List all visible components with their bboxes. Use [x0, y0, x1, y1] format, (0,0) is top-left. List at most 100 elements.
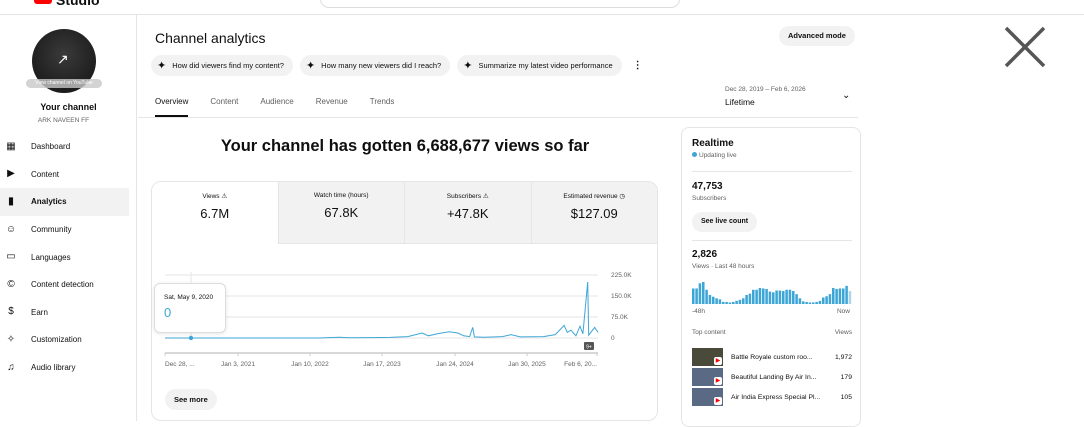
hourly-views-bar[interactable]: [758, 287, 762, 304]
hourly-views-bar[interactable]: [835, 288, 838, 304]
dollar-icon: $: [8, 306, 14, 318]
sidebar-item-community[interactable]: ☺ Community: [0, 216, 137, 244]
search-input[interactable]: [320, 0, 680, 8]
realtime-card: Realtime Updating live 47,753 Subscriber…: [681, 127, 861, 427]
hourly-views-bar[interactable]: [762, 288, 765, 304]
hourly-views-bar[interactable]: [812, 302, 815, 304]
date-range-selector[interactable]: Dec 28, 2019 – Feb 6, 2026 Lifetime: [725, 86, 806, 107]
more-vert-icon[interactable]: ⋮: [632, 60, 643, 71]
y-tick-label: 75.0K: [611, 314, 629, 321]
tab-audience[interactable]: Audience: [260, 97, 294, 106]
hourly-views-bar[interactable]: [692, 288, 695, 304]
hourly-views-bar[interactable]: [765, 288, 768, 304]
hourly-views-bar[interactable]: [822, 297, 825, 304]
hourly-views-bar[interactable]: [748, 293, 752, 304]
metric-tab-2[interactable]: Subscribers ⚠ +47.8K: [405, 182, 532, 244]
hourly-views-bar[interactable]: [842, 288, 845, 304]
chip-new-viewers[interactable]: ✦ How many new viewers did I reach?: [299, 55, 451, 76]
hourly-views-bar[interactable]: [738, 299, 742, 304]
x-tick-label: Jan 17, 2023: [363, 361, 401, 368]
metric-tab-1[interactable]: Watch time (hours) 67.8K: [278, 182, 405, 244]
hourly-views-bar[interactable]: [848, 291, 852, 304]
sidebar-item-label: Analytics: [31, 197, 67, 207]
top-content-item[interactable]: ▶ Air India Express Special Pl... 105: [692, 388, 852, 406]
chip-summarize[interactable]: ✦ Summarize my latest video performance: [457, 55, 622, 76]
tab-overview[interactable]: Overview: [155, 97, 189, 117]
metric-value: 6.7M: [200, 206, 230, 221]
hourly-views-bar[interactable]: [795, 294, 798, 304]
channel-avatar[interactable]: ↗ View channel on YouTube: [26, 29, 102, 93]
hourly-views-bar[interactable]: [718, 299, 722, 304]
sparkle-icon: ✦: [305, 60, 316, 72]
chip-label: How many new viewers did I reach?: [321, 61, 442, 70]
metric-label: Watch time (hours): [313, 192, 369, 199]
hourly-views-bar[interactable]: [825, 296, 828, 304]
tab-revenue[interactable]: Revenue: [315, 97, 348, 106]
hourly-views-bar[interactable]: [778, 290, 782, 304]
hourly-views-bar[interactable]: [702, 282, 705, 304]
hourly-views-bar[interactable]: [815, 301, 818, 304]
see-more-button[interactable]: See more: [165, 389, 217, 410]
hourly-views-bar[interactable]: [768, 291, 772, 304]
hourly-views-bar[interactable]: [742, 298, 745, 304]
hourly-views-bar[interactable]: [695, 288, 698, 304]
hourly-views-bar[interactable]: [785, 289, 788, 304]
hourly-views-bar[interactable]: [708, 294, 712, 304]
hourly-views-bar[interactable]: [798, 298, 802, 304]
hourly-views-bar[interactable]: [705, 289, 708, 304]
hourly-views-bar[interactable]: [732, 301, 735, 304]
close-icon[interactable]: [1002, 24, 1048, 70]
hourly-views-bar[interactable]: [845, 285, 848, 304]
hourly-views-bar[interactable]: [745, 294, 748, 304]
hourly-views-bar[interactable]: [792, 291, 795, 304]
sidebar-item-content[interactable]: ▶ Content: [0, 161, 137, 189]
hourly-views-bar[interactable]: [728, 302, 732, 304]
view-channel-overlay[interactable]: View channel on YouTube: [26, 79, 102, 88]
hourly-views-bar[interactable]: [805, 301, 808, 304]
sidebar-item-content-detection[interactable]: © Content detection: [0, 271, 137, 299]
hourly-views-bar[interactable]: [755, 289, 758, 304]
metric-tab-0[interactable]: Views ⚠ 6.7M: [152, 182, 279, 244]
sidebar-item-languages[interactable]: ▭ Languages: [0, 243, 137, 271]
hourly-views-bar[interactable]: [772, 292, 775, 304]
divider: [692, 171, 852, 172]
hourly-views-bar[interactable]: [712, 296, 715, 304]
hourly-views-bar[interactable]: [832, 287, 835, 304]
hourly-views-bar[interactable]: [828, 294, 832, 304]
advanced-mode-button[interactable]: Advanced mode: [779, 26, 855, 46]
metric-label: Subscribers: [446, 193, 482, 200]
top-content-item[interactable]: ▶ Battle Royale custom roo... 1,972: [692, 348, 852, 366]
hourly-views-bar[interactable]: [782, 291, 785, 304]
sidebar-item-audio-library[interactable]: ♫ Audio library: [0, 354, 137, 382]
hourly-views-bar[interactable]: [808, 302, 812, 304]
sidebar-item-analytics[interactable]: ▮ Analytics: [0, 188, 129, 216]
sidebar-item-earn[interactable]: $ Earn: [0, 299, 137, 327]
chevron-down-icon[interactable]: ⌄: [842, 90, 851, 101]
hourly-views-bar[interactable]: [735, 300, 738, 304]
chip-viewers-find[interactable]: ✦ How did viewers find my content?: [151, 55, 293, 76]
views-series-line[interactable]: [165, 281, 599, 339]
hourly-views-bar[interactable]: [775, 290, 778, 304]
warning-icon: ⚠: [482, 193, 489, 200]
see-live-count-button[interactable]: See live count: [692, 212, 758, 232]
metric-tab-3[interactable]: Estimated revenue ◷ $127.09: [531, 182, 657, 244]
hourly-views-bar[interactable]: [725, 301, 728, 304]
hourly-views-bar[interactable]: [818, 300, 822, 304]
notes-badge[interactable]: [584, 342, 594, 350]
sidebar-item-customization[interactable]: ✧ Customization: [0, 326, 137, 354]
hourly-views-bar[interactable]: [838, 288, 842, 304]
hourly-views-bar[interactable]: [752, 289, 755, 304]
tab-content[interactable]: Content: [210, 97, 239, 106]
hourly-views-bar[interactable]: [788, 289, 792, 304]
hourly-views-bar[interactable]: [802, 301, 805, 304]
sidebar-item-label: Languages: [31, 252, 71, 262]
hourly-views-bar[interactable]: [698, 283, 702, 304]
hourly-views-bar[interactable]: [715, 298, 718, 304]
sidebar-item-dashboard[interactable]: ▦ Dashboard: [0, 133, 137, 161]
top-content-item[interactable]: ▶ Beautiful Landing By Air In... 179: [692, 368, 852, 386]
video-views: 105: [840, 393, 852, 401]
top-content-label: Top content: [692, 329, 726, 336]
hourly-views-bar[interactable]: [722, 301, 725, 304]
youtube-logo-icon[interactable]: [34, 0, 52, 4]
tab-trends[interactable]: Trends: [369, 97, 395, 106]
